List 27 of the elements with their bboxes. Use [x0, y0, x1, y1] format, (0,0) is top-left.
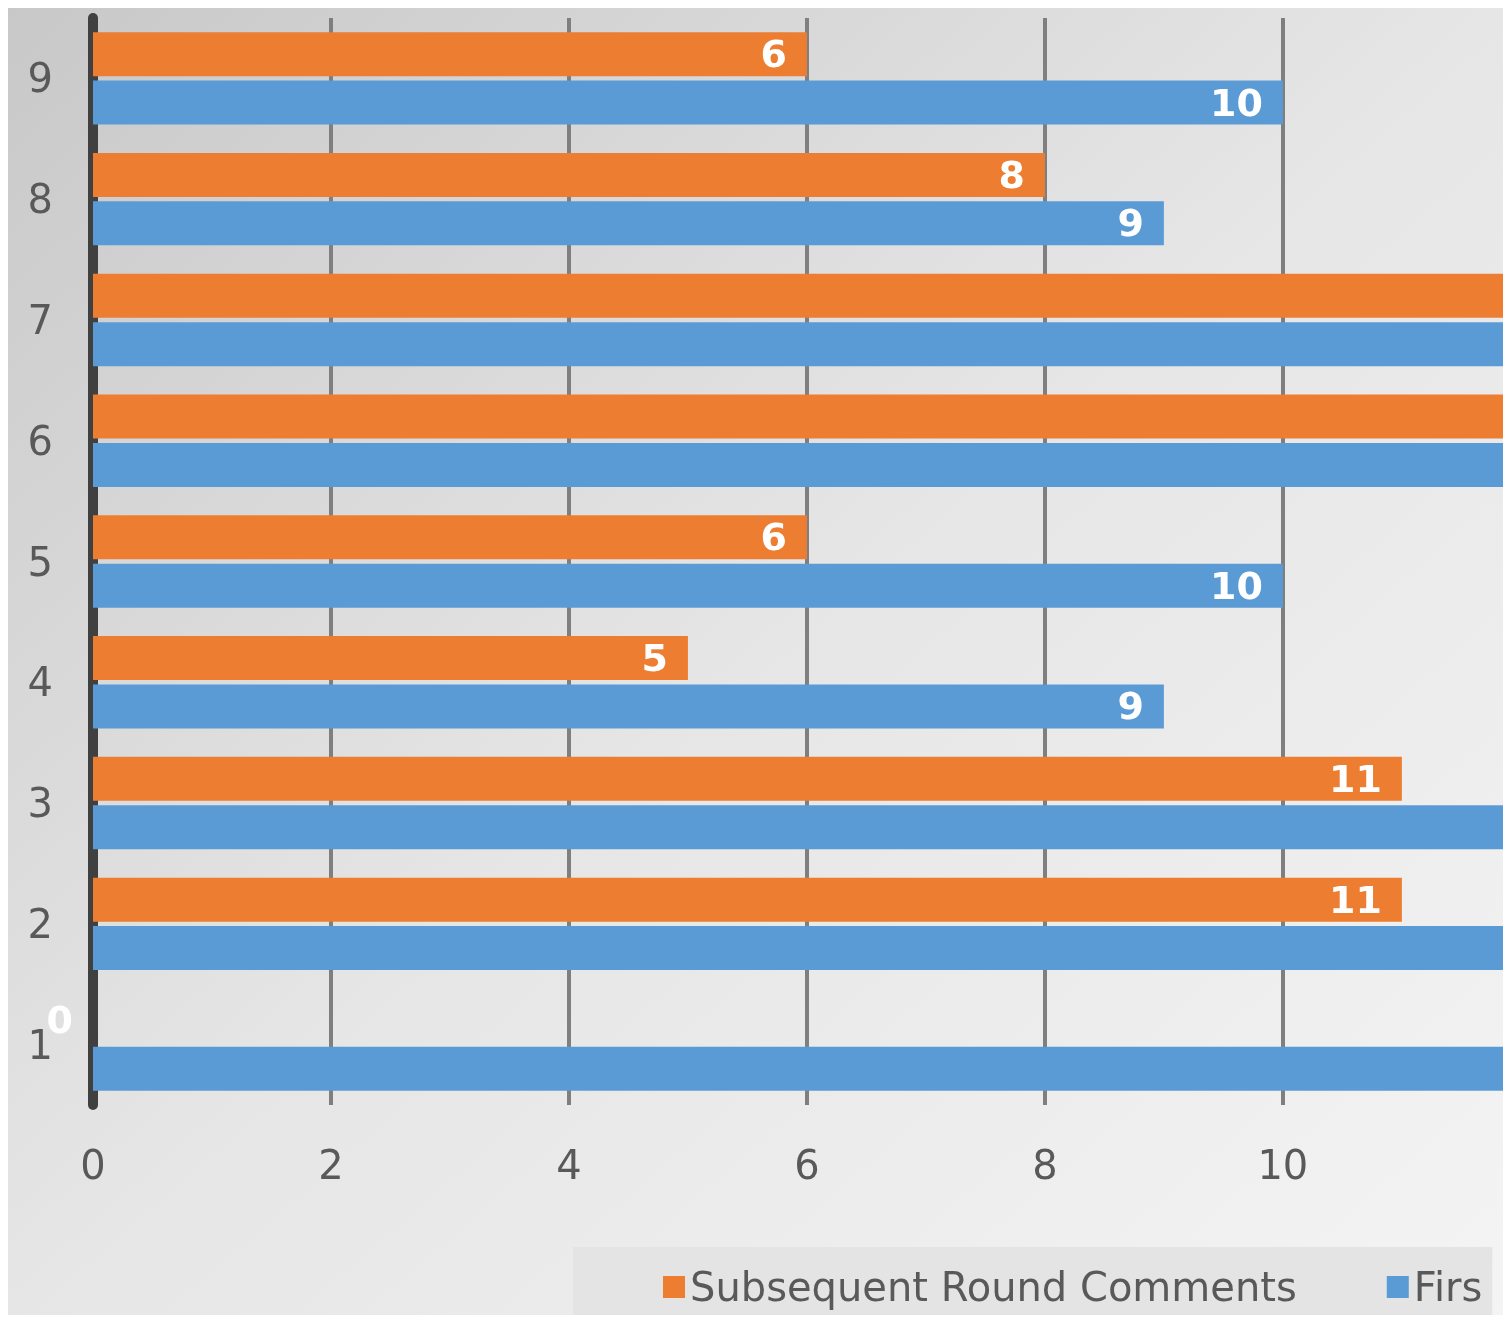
y-tick-label: 1	[27, 1021, 53, 1068]
y-tick-label: 4	[27, 659, 53, 706]
legend-label: Firs	[1413, 1264, 1483, 1310]
data-label: 5	[641, 636, 668, 681]
data-label: 8	[998, 152, 1025, 197]
x-tick-label: 10	[1257, 1142, 1309, 1188]
y-tick-label: 2	[27, 900, 53, 947]
y-tick-label: 5	[27, 538, 53, 585]
x-tick-label: 0	[80, 1142, 106, 1188]
y-tick-label: 6	[27, 417, 53, 464]
x-tick-label: 4	[556, 1142, 582, 1188]
data-label: 6	[760, 515, 787, 560]
data-label: 9	[1117, 201, 1144, 246]
data-label: 6	[760, 32, 787, 77]
y-tick-label: 8	[27, 176, 53, 223]
data-label: 11	[1328, 877, 1382, 922]
data-label: 11	[1328, 756, 1382, 801]
data-label: 9	[1117, 684, 1144, 729]
y-tick-label: 3	[27, 780, 53, 827]
legend-label: Subsequent Round Comments	[690, 1264, 1297, 1310]
x-tick-label: 6	[794, 1142, 820, 1188]
data-label: 10	[1209, 563, 1263, 608]
data-label: 10	[1209, 80, 1263, 125]
x-tick-label: 2	[318, 1142, 344, 1188]
y-tick-label: 9	[27, 55, 53, 102]
y-tick-label: 7	[27, 296, 53, 343]
x-tick-label: 8	[1032, 1142, 1058, 1188]
